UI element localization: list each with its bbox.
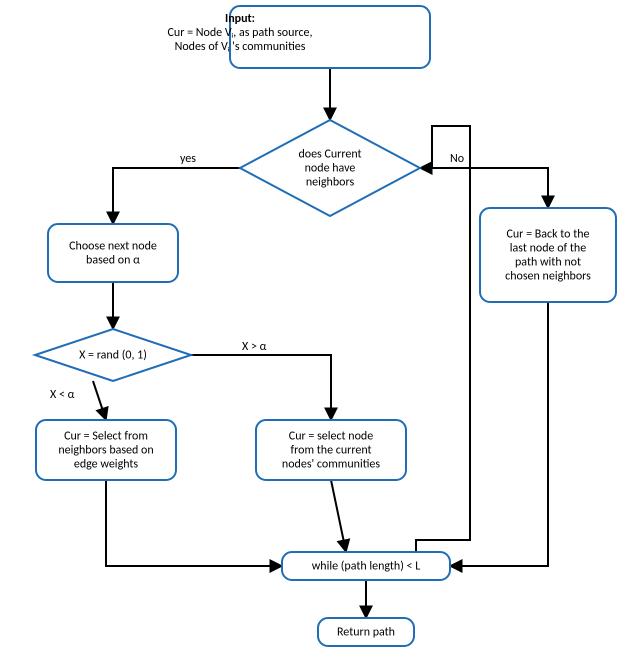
node-while-line-0: while (path length) < L xyxy=(312,560,421,574)
node-while: while (path length) < L xyxy=(282,552,450,580)
node-backtrack-line-0: Cur = Back to the xyxy=(506,228,589,242)
edge-select_comm-while xyxy=(331,480,346,552)
edge-label-xlt: X < α xyxy=(50,388,75,402)
node-backtrack-line-2: path with not xyxy=(515,256,581,270)
node-decision1-line-0: does Current xyxy=(298,148,361,162)
nodes-layer: Input:Cur = Node Vᵢ, as path source,Node… xyxy=(35,6,616,646)
node-select_weights: Cur = Select fromneighbors based onedge … xyxy=(36,420,176,480)
edge-select_weights-while xyxy=(106,480,282,566)
node-decision1: does Currentnode haveneighbors xyxy=(240,120,420,216)
edge-decision2-select_comm xyxy=(191,355,331,420)
node-select_weights-line-2: edge weights xyxy=(74,458,139,472)
node-return: Return path xyxy=(318,618,414,646)
node-select_weights-line-0: Cur = Select from xyxy=(64,430,148,444)
node-input: Input:Cur = Node Vᵢ, as path source,Node… xyxy=(168,6,430,68)
node-choose-line-0: Choose next node xyxy=(69,240,157,254)
node-backtrack: Cur = Back to thelast node of thepath wi… xyxy=(480,208,616,302)
node-decision2-line-0: X = rand (0, 1) xyxy=(79,349,147,363)
edge-backtrack-while xyxy=(450,302,548,566)
node-decision2: X = rand (0, 1) xyxy=(35,329,191,381)
node-input-line-2: Nodes of Vᵢ 's communities xyxy=(175,40,306,54)
node-choose-line-1: based on α xyxy=(86,254,140,268)
edge-label-yes: yes xyxy=(180,152,196,166)
edge-decision1-choose xyxy=(113,168,240,224)
node-select_comm: Cur = select nodefrom the currentnodes' … xyxy=(256,420,406,480)
node-return-line-0: Return path xyxy=(337,626,395,640)
node-select_weights-line-1: neighbors based on xyxy=(58,444,153,458)
node-decision1-line-1: node have xyxy=(305,162,356,176)
node-backtrack-line-3: chosen neighbors xyxy=(505,270,591,284)
edge-label-no: No xyxy=(450,152,464,166)
node-backtrack-line-1: last node of the xyxy=(510,242,586,256)
node-select_comm-line-2: nodes' communities xyxy=(282,458,380,472)
node-decision1-line-2: neighbors xyxy=(306,176,355,190)
node-select_comm-line-0: Cur = select node xyxy=(289,430,373,444)
edge-decision1-backtrack xyxy=(420,168,548,208)
node-select_comm-line-1: from the current xyxy=(290,444,371,458)
flowchart-canvas: Input:Cur = Node Vᵢ, as path source,Node… xyxy=(0,0,640,656)
node-input-line-0: Input: xyxy=(225,12,255,26)
edge-decision2-select_weights xyxy=(93,381,106,420)
node-input-line-1: Cur = Node Vᵢ, as path source, xyxy=(168,26,313,40)
node-choose: Choose next nodebased on α xyxy=(48,224,178,282)
edge-while-decision1 xyxy=(416,126,470,552)
edge-label-xgt: X > α xyxy=(242,340,267,354)
